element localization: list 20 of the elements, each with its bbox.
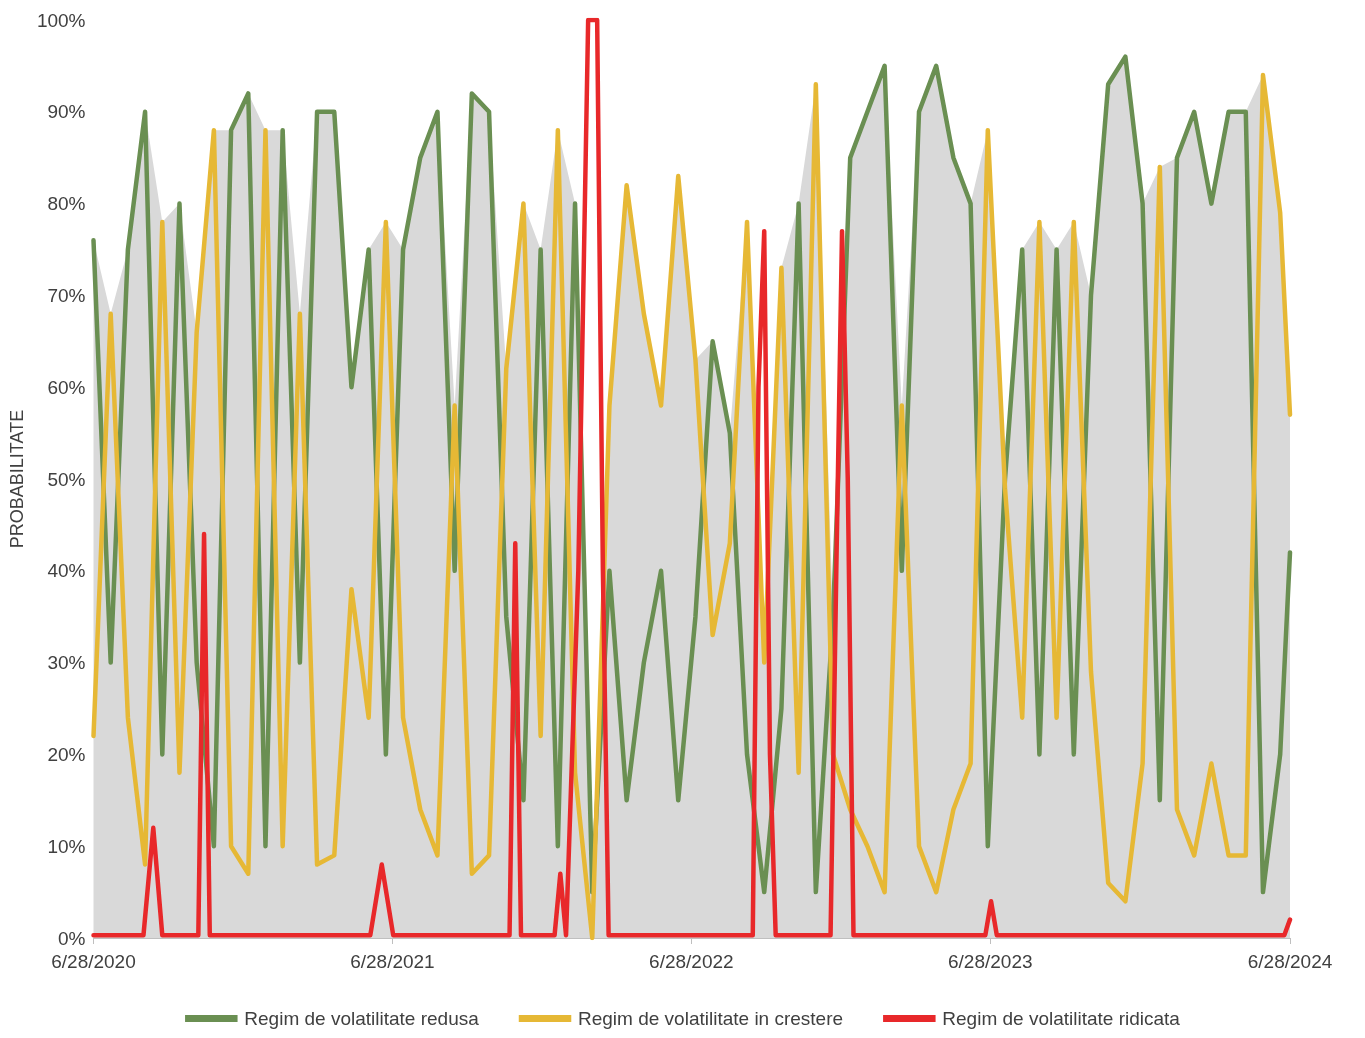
y-tick-label: 80% bbox=[47, 193, 86, 215]
x-tick-label: 6/28/2022 bbox=[649, 951, 734, 972]
y-tick-label: 40% bbox=[47, 560, 86, 582]
y-tick-label: 70% bbox=[47, 284, 86, 306]
legend-label: Regim de volatilitate ridicata bbox=[942, 1008, 1181, 1029]
y-tick-label: 90% bbox=[47, 101, 86, 123]
x-tick-label: 6/28/2021 bbox=[350, 951, 435, 972]
y-tick-label: 60% bbox=[47, 376, 86, 398]
y-axis-title: PROBABILITATE bbox=[7, 409, 27, 549]
y-tick-label: 50% bbox=[47, 468, 86, 490]
y-tick-label: 100% bbox=[36, 9, 86, 31]
y-tick-label: 30% bbox=[47, 652, 86, 674]
y-tick-label: 20% bbox=[47, 743, 86, 765]
legend-label: Regim de volatilitate in crestere bbox=[578, 1008, 844, 1029]
x-tick-label: 6/28/2020 bbox=[51, 951, 136, 972]
y-tick-label: 10% bbox=[47, 835, 86, 857]
y-tick-label: 0% bbox=[58, 927, 86, 949]
legend-label: Regim de volatilitate redusa bbox=[244, 1008, 480, 1029]
x-tick-label: 6/28/2024 bbox=[1247, 951, 1333, 972]
x-tick-label: 6/28/2023 bbox=[947, 951, 1033, 972]
